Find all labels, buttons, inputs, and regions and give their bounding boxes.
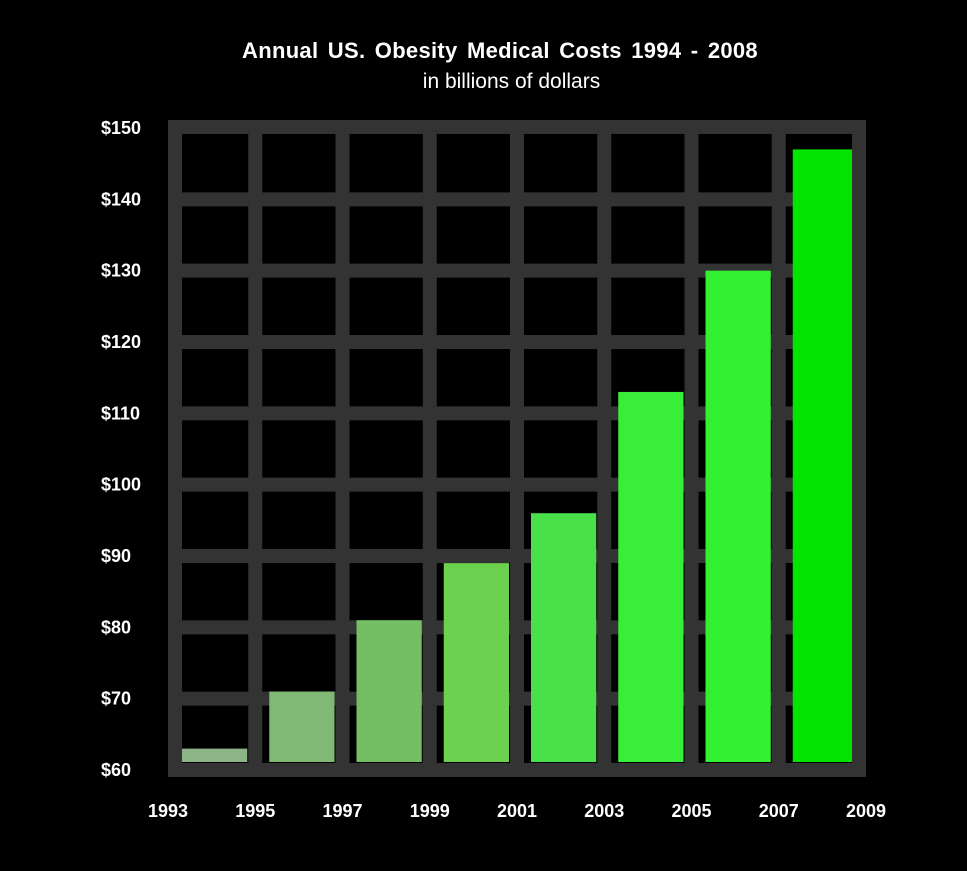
x-tick-label: 2007: [759, 801, 799, 821]
bar-1994: [182, 748, 248, 762]
y-tick-label: $80: [101, 617, 131, 637]
x-tick-label: 1999: [410, 801, 450, 821]
y-tick-label: $130: [101, 261, 141, 281]
y-tick-label: $110: [101, 403, 140, 423]
x-tick-label: 2003: [584, 801, 624, 821]
chart-subtitle: in billions of dollars: [422, 70, 601, 93]
bar-1998: [356, 620, 422, 762]
y-tick-label: $60: [101, 760, 131, 780]
bar-1996: [269, 691, 335, 762]
bars: [182, 149, 852, 762]
y-tick-label: $100: [101, 475, 141, 495]
x-tick-label: 2001: [497, 801, 537, 821]
x-tick-label: 1997: [322, 801, 362, 821]
x-tick-label: 2009: [846, 801, 886, 821]
bar-2008: [792, 149, 852, 762]
bar-2000: [443, 563, 509, 762]
chart-title: Annual US. Obesity Medical Costs 1994 - …: [242, 38, 758, 63]
y-tick-label: $70: [101, 689, 131, 709]
y-tick-label: $90: [101, 546, 131, 566]
y-tick-label: $140: [101, 189, 141, 209]
y-tick-label: $150: [101, 118, 141, 138]
x-tick-label: 1993: [148, 801, 188, 821]
y-tick-label: $120: [101, 332, 141, 352]
bar-2006: [705, 270, 771, 762]
bar-2004: [618, 391, 684, 762]
x-tick-label: 1995: [235, 801, 275, 821]
y-axis-tick-labels: $60 $70 $80 $90 $100 $110 $120 $130 $140 $150: [101, 118, 141, 780]
x-axis-tick-labels: 1993 1995 1997 1999 2001 2003 2005 2007 2009: [148, 801, 886, 821]
bar-2002: [531, 513, 597, 762]
x-tick-label: 2005: [671, 801, 711, 821]
